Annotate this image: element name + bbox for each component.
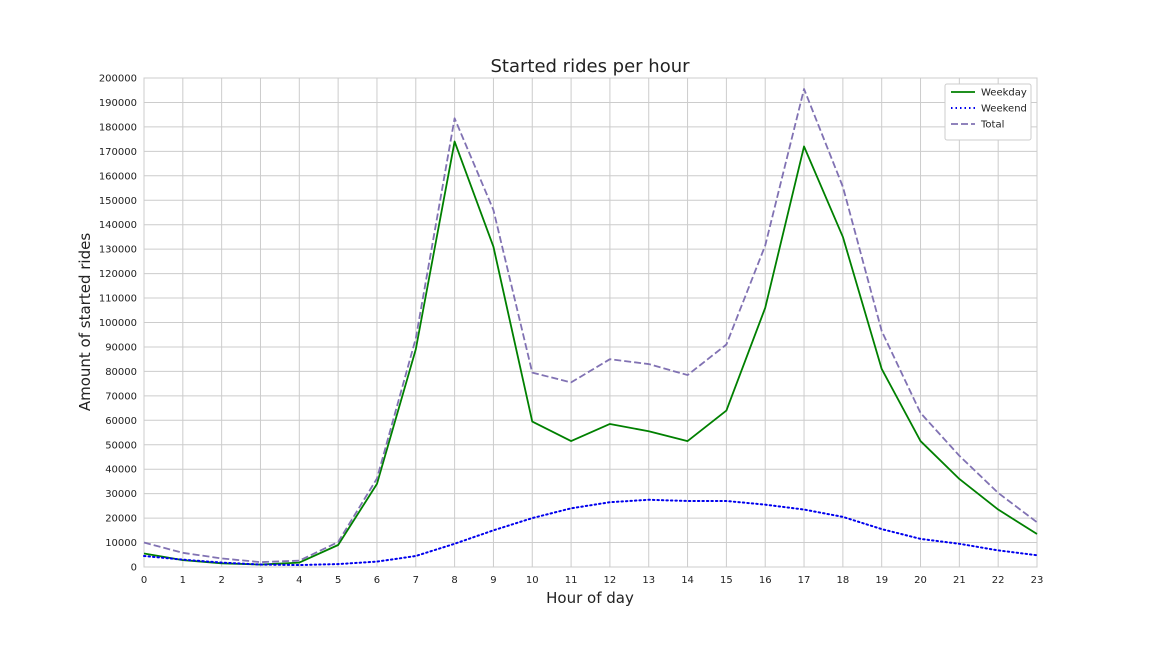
y-tick-label: 90000 xyxy=(105,342,137,353)
x-tick-label: 3 xyxy=(257,575,263,586)
y-tick-label: 20000 xyxy=(105,514,137,525)
y-tick-label: 130000 xyxy=(99,245,137,256)
x-tick-label: 0 xyxy=(141,575,147,586)
x-tick-label: 14 xyxy=(681,575,694,586)
legend: Weekday Weekend Total xyxy=(944,83,1032,141)
y-tick-label: 100000 xyxy=(99,318,137,329)
series-line-weekday xyxy=(143,140,1038,566)
x-tick-label: 19 xyxy=(875,575,888,586)
x-tick-label: 23 xyxy=(1031,575,1044,586)
x-axis-ticks: 0 1 2 3 4 5 6 7 8 9 10 11 12 13 14 15 16 17 18 19 20 21 22 23 xyxy=(141,575,1044,586)
y-tick-label: 80000 xyxy=(105,367,137,378)
y-tick-label: 10000 xyxy=(105,538,137,549)
x-tick-label: 20 xyxy=(914,575,927,586)
legend-label-total: Total xyxy=(980,120,1004,131)
x-tick-label: 7 xyxy=(413,575,419,586)
series-line-weekend xyxy=(143,498,1038,567)
x-tick-label: 11 xyxy=(565,575,578,586)
x-tick-label: 4 xyxy=(296,575,302,586)
x-tick-label: 10 xyxy=(526,575,539,586)
y-tick-label: 160000 xyxy=(99,171,137,182)
x-tick-label: 18 xyxy=(837,575,850,586)
x-tick-label: 12 xyxy=(604,575,617,586)
y-tick-label: 190000 xyxy=(99,98,137,109)
x-tick-label: 13 xyxy=(642,575,655,586)
y-tick-label: 70000 xyxy=(105,391,137,402)
y-axis-title: Amount of started rides xyxy=(76,233,94,411)
y-tick-label: 110000 xyxy=(99,294,137,305)
y-tick-label: 140000 xyxy=(99,220,137,231)
x-tick-label: 2 xyxy=(218,575,224,586)
x-tick-label: 16 xyxy=(759,575,772,586)
x-tick-label: 21 xyxy=(953,575,966,586)
x-tick-label: 15 xyxy=(720,575,733,586)
x-tick-label: 1 xyxy=(180,575,186,586)
y-tick-label: 40000 xyxy=(105,465,137,476)
x-tick-label: 6 xyxy=(374,575,380,586)
series-lines xyxy=(143,88,1038,567)
y-tick-label: 60000 xyxy=(105,416,137,427)
y-tick-label: 120000 xyxy=(99,269,137,280)
legend-label-weekday: Weekday xyxy=(981,88,1027,99)
x-tick-label: 17 xyxy=(798,575,811,586)
plot-area-frame xyxy=(143,77,1038,568)
legend-label-weekend: Weekend xyxy=(981,104,1027,115)
series-line-total xyxy=(143,88,1038,564)
y-tick-label: 50000 xyxy=(105,440,137,451)
y-tick-label: 170000 xyxy=(99,147,137,158)
y-tick-label: 30000 xyxy=(105,489,137,500)
y-axis-ticks: 0 10000 20000 30000 40000 50000 60000 70000 8000… xyxy=(99,74,137,574)
x-tick-label: 8 xyxy=(451,575,457,586)
x-tick-label: 22 xyxy=(992,575,1005,586)
legend-box xyxy=(944,83,1032,141)
y-tick-label: 0 xyxy=(131,563,137,574)
x-tick-label: 9 xyxy=(490,575,496,586)
chart-grid xyxy=(143,77,1038,568)
y-tick-label: 150000 xyxy=(99,196,137,207)
y-tick-label: 180000 xyxy=(99,122,137,133)
chart-title: Started rides per hour xyxy=(490,56,690,77)
y-tick-label: 200000 xyxy=(99,74,137,85)
x-axis-title: Hour of day xyxy=(546,589,634,607)
x-tick-label: 5 xyxy=(335,575,341,586)
